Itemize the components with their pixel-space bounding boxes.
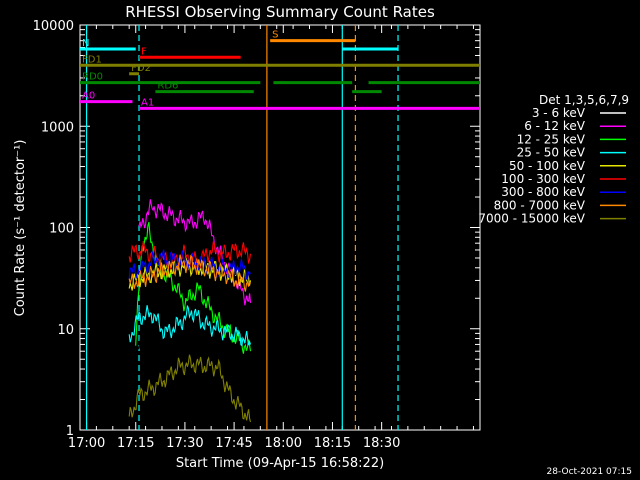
- legend-title: Det 1,3,5,6,7,9: [539, 93, 629, 107]
- axis-ticks: 17:00 17:15 17:30 17:45 18:00 18:15 18:30 1 10 10…: [33, 19, 480, 451]
- x-tick-label: 17:15: [117, 436, 154, 451]
- flag-label: S: [272, 30, 278, 41]
- flag-label: A0: [82, 91, 95, 102]
- x-tick-label: 18:15: [314, 436, 351, 451]
- series-line: [128, 305, 252, 347]
- y-tick-label: 10: [57, 323, 74, 338]
- y-tick-label: 1: [66, 424, 74, 439]
- x-tick-label: 17:45: [215, 436, 252, 451]
- legend-entry-label: 7000 - 15000 keV: [478, 212, 585, 226]
- x-tick-label: 17:30: [166, 436, 203, 451]
- legend-entry-label: 6 - 12 keV: [524, 119, 586, 133]
- flag-label: FD2: [131, 63, 151, 74]
- flag-label: FD1: [82, 54, 102, 65]
- x-tick-label: 18:30: [363, 436, 400, 451]
- series-line: [135, 286, 252, 368]
- legend-entry-label: 300 - 800 keV: [501, 185, 585, 199]
- vertical-markers: [85, 25, 399, 430]
- legend-entry-label: 3 - 6 keV: [532, 106, 586, 120]
- x-tick-label: 18:00: [265, 436, 302, 451]
- legend-entry-label: 50 - 100 keV: [509, 159, 586, 173]
- y-tick-label: 100: [49, 222, 74, 237]
- flag-segments: S N F FD1 FD2 RD0 RD6 A0 A1: [80, 30, 480, 110]
- legend-entry-label: 25 - 50 keV: [517, 146, 586, 160]
- flag-label: RD6: [157, 81, 178, 92]
- x-tick-label: 17:00: [68, 436, 105, 451]
- chart-title: RHESSI Observing Summary Count Rates: [125, 3, 435, 21]
- series-group: [128, 199, 252, 423]
- plot-frame: [79, 24, 481, 431]
- y-tick-label: 1000: [41, 120, 74, 135]
- legend-entry-label: 100 - 300 keV: [501, 172, 585, 186]
- footer-date: 28-Oct-2021 07:15: [547, 467, 632, 477]
- flag-label: N: [82, 38, 89, 49]
- flag-label: RD0: [82, 72, 103, 83]
- y-tick-label: 10000: [33, 19, 74, 34]
- legend-entry-label: 12 - 25 keV: [517, 132, 586, 146]
- x-axis-label: Start Time (09-Apr-15 16:58:22): [176, 456, 384, 471]
- flag-label: A1: [141, 97, 154, 108]
- y-axis-label: Count Rate (s⁻¹ detector⁻¹): [13, 140, 28, 317]
- flag-label: F: [141, 46, 147, 57]
- legend-entry-label: 800 - 7000 keV: [494, 198, 586, 212]
- series-line: [128, 354, 252, 423]
- series-line: [128, 254, 251, 292]
